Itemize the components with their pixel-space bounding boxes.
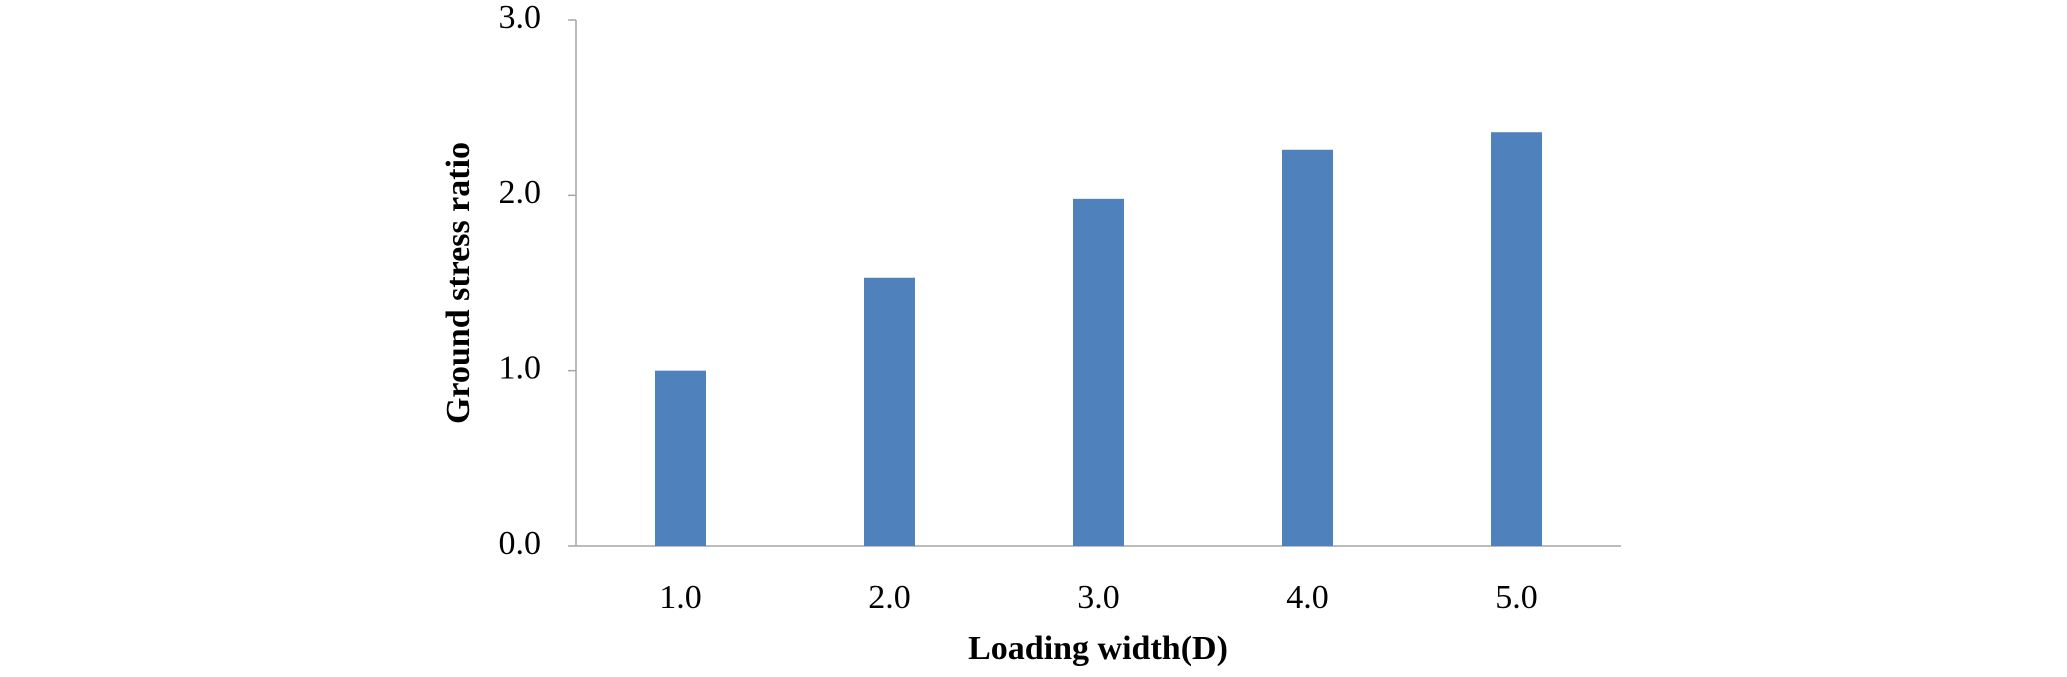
x-tick-label: 4.0 xyxy=(1286,579,1329,616)
y-tick-label: 3.0 xyxy=(499,0,542,36)
bar xyxy=(655,370,706,546)
x-tick-label: 5.0 xyxy=(1495,579,1538,616)
bar xyxy=(1282,149,1333,546)
y-tick-label: 0.0 xyxy=(499,525,542,562)
x-tick-label: 2.0 xyxy=(868,579,911,616)
y-tick-label: 1.0 xyxy=(499,349,542,386)
x-tick-label: 3.0 xyxy=(1077,579,1120,616)
bar xyxy=(864,277,915,546)
bar xyxy=(1073,198,1124,546)
bar xyxy=(1491,132,1542,547)
y-axis-title: Ground stress ratio xyxy=(440,142,477,424)
y-tick-label: 2.0 xyxy=(499,174,542,211)
x-axis-title: Loading width(D) xyxy=(968,630,1228,667)
x-tick-label: 1.0 xyxy=(659,579,702,616)
